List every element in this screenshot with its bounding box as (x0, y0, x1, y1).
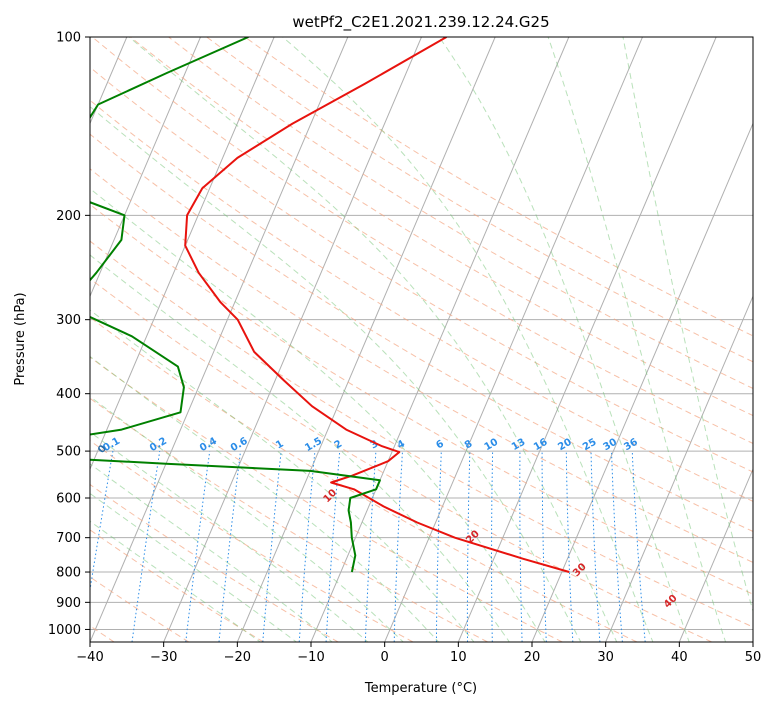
isotherm-0 (384, 37, 643, 642)
x-tick-label: 10 (450, 650, 467, 665)
mixing-ratio-label: 3 (369, 438, 381, 451)
mixing-ratio-line (185, 451, 211, 642)
dry-adiabat-50 (90, 240, 753, 628)
dry-adiabat-90 (90, 99, 753, 502)
mixing-ratio-label: 8 (463, 438, 475, 451)
moist-adiabat-45 (547, 37, 727, 642)
moist-adiabat-35 (281, 37, 654, 642)
profile-line-2 (90, 37, 381, 573)
dry-adiabat-0 (90, 440, 414, 642)
moist-adiabat-30 (128, 37, 618, 642)
isotherm-20 (531, 122, 753, 642)
dry-adiabat-120 (130, 37, 753, 417)
mixing-ratio-line (218, 451, 241, 642)
dry-adiabat-140 (206, 37, 753, 363)
y-tick-label: 800 (56, 566, 81, 581)
y-tick-label: 100 (56, 31, 81, 46)
mixing-ratio-line (90, 451, 114, 593)
moist-adiabat--5 (90, 431, 369, 642)
moist-adiabat-50 (622, 37, 753, 613)
isotherm-10 (457, 37, 717, 642)
background-lines (90, 37, 753, 642)
isotherm--40 (90, 37, 349, 642)
plot-frame (89, 36, 754, 643)
mixing-ratio-label: 4 (395, 438, 407, 451)
dry-adiabat--10 (90, 483, 339, 642)
y-tick-label: 500 (56, 445, 81, 460)
profile-line-1 (184, 37, 570, 573)
axis-ticks: −40 −30 −20 −10 0 10 20 30 40 50 100 200 300 400 500 60… (48, 31, 761, 666)
dry-adiabat-60 (90, 203, 753, 595)
y-tick-label: 900 (56, 596, 81, 611)
mixing-ratio-label: 2 (333, 438, 345, 451)
x-tick-label: 40 (671, 650, 688, 665)
y-tick-label: 200 (56, 209, 81, 224)
moist-adiabat-10 (90, 309, 475, 642)
dry-adiabat-100 (90, 66, 753, 473)
y-tick-label: 600 (56, 492, 81, 507)
profiles (90, 37, 570, 573)
moist-adiabat-0 (90, 395, 404, 642)
x-tick-label: −20 (224, 650, 251, 665)
y-axis-label: Pressure (hPa) (13, 292, 28, 385)
moist-adiabat-40 (438, 37, 690, 642)
moist-adiabat-5 (90, 355, 440, 642)
moist-adiabat--20 (90, 520, 262, 642)
dry-adiabat-130 (168, 37, 753, 389)
mixing-ratio-label: 6 (434, 438, 446, 451)
isotherm-40 (678, 467, 753, 642)
x-axis-label: Temperature (°C) (364, 681, 477, 696)
isotherm--30 (163, 37, 422, 642)
moist-adiabat--15 (90, 492, 298, 642)
y-tick-label: 700 (56, 531, 81, 546)
dry-adiabat-80 (90, 133, 753, 533)
moist-adiabat-25 (90, 105, 582, 642)
moist-adiabat--10 (90, 463, 333, 642)
x-tick-label: 0 (381, 650, 389, 665)
dry-adiabat-30 (90, 316, 638, 642)
x-tick-label: −40 (76, 650, 103, 665)
isotherm--20 (236, 37, 496, 642)
isotherm--50 (90, 37, 275, 471)
dry-adiabat-110 (91, 37, 753, 445)
isotherm--60 (90, 37, 201, 298)
mixing-ratio-label: 1 (274, 438, 286, 451)
dry-adiabat-20 (90, 356, 563, 642)
x-tick-label: −10 (297, 650, 324, 665)
y-tick-label: 300 (56, 313, 81, 328)
y-tick-label: 400 (56, 387, 81, 402)
x-tick-label: 30 (597, 650, 614, 665)
chart-title: wetPf2_C2E1.2021.239.12.24.G25 (292, 13, 549, 32)
moist-adiabat-20 (90, 188, 546, 642)
background-labels: 0.10.20.40.611.52346810131620253036-100-… (96, 436, 680, 611)
dry-adiabat-70 (90, 168, 753, 563)
mixing-ratio-line (131, 451, 161, 642)
x-tick-label: 50 (745, 650, 762, 665)
x-tick-label: −30 (150, 650, 177, 665)
isotherm-30 (605, 295, 753, 642)
moist-adiabat-15 (90, 254, 510, 642)
y-tick-label: 1000 (48, 623, 81, 638)
x-tick-label: 20 (524, 650, 541, 665)
plot-background (90, 37, 753, 642)
